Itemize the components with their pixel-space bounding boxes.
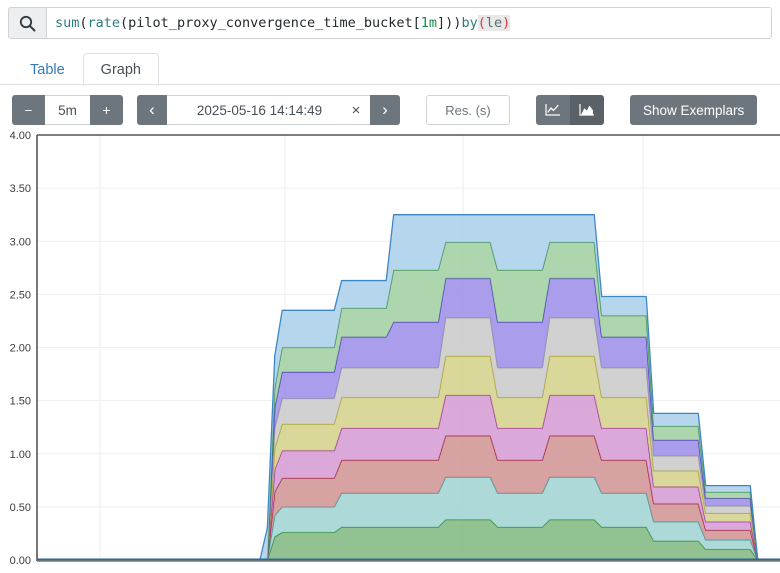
graph-panel: 0.00 0.50 1.00 1.50 2.00 2.50 3.00 3.50 4.00 [0,130,780,570]
tab-divider [0,84,780,85]
y-axis-tick-label: 2.50 [10,289,31,301]
query-token-le: le [485,15,503,31]
query-token-by: by [461,15,478,31]
chart-series [37,518,780,561]
result-tabs: Table Graph [12,53,780,86]
tab-graph[interactable]: Graph [82,53,159,86]
y-axis-tick-label: 1.50 [10,396,31,408]
range-input[interactable]: 5m [45,95,90,125]
y-axis-tick-label: 3.50 [10,183,31,195]
y-axis-tick-label: 4.00 [10,130,31,142]
increase-range-button[interactable]: + [90,95,123,125]
time-control-group: ‹ 2025-05-16 14:14:49 × › [137,95,400,125]
stacked-chart-icon[interactable] [570,95,604,125]
chart-type-toggle-group [536,95,604,125]
range-control-group: − 5m + [12,95,123,125]
previous-time-button[interactable]: ‹ [137,95,167,125]
y-axis-tick-label: 1.00 [10,449,31,461]
query-token-paren-close: ) [502,15,511,31]
end-time-input[interactable]: 2025-05-16 14:14:49 [167,95,342,125]
query-token-range: 1m [420,15,438,31]
clear-time-button[interactable]: × [342,95,370,125]
decrease-range-button[interactable]: − [12,95,45,125]
query-input[interactable]: sum(rate (pilot_proxy_convergence_time_bu… [46,7,772,39]
query-token-sum: sum [55,15,80,31]
y-axis-tick-label: 3.00 [10,236,31,248]
query-token-rate: rate [87,15,121,31]
query-token-paren1: ( [79,15,88,31]
y-axis-tick-label: 0.00 [10,555,31,567]
chart-series [37,214,780,561]
graph-toolbar: − 5m + ‹ 2025-05-16 14:14:49 × › Res. (s… [0,86,780,130]
tab-table[interactable]: Table [30,62,65,78]
search-icon[interactable] [8,7,46,39]
chart-series [37,277,780,561]
query-token-metric: (pilot_proxy_convergence_time_bucket[ [120,15,421,31]
y-axis-tick-label: 2.00 [10,343,31,355]
line-chart-icon[interactable] [536,95,570,125]
query-bar: sum(rate (pilot_proxy_convergence_time_bu… [8,7,772,39]
chart-series [37,435,780,561]
next-time-button[interactable]: › [370,95,400,125]
show-exemplars-button[interactable]: Show Exemplars [630,95,758,125]
y-axis-tick-label: 0.50 [10,502,31,514]
stacked-area-chart[interactable]: 0.00 0.50 1.00 1.50 2.00 2.50 3.00 3.50 4.00 [0,130,780,570]
query-token-paren-open: ( [477,15,486,31]
resolution-input[interactable]: Res. (s) [426,95,510,125]
query-token-close: ])) [437,15,462,31]
